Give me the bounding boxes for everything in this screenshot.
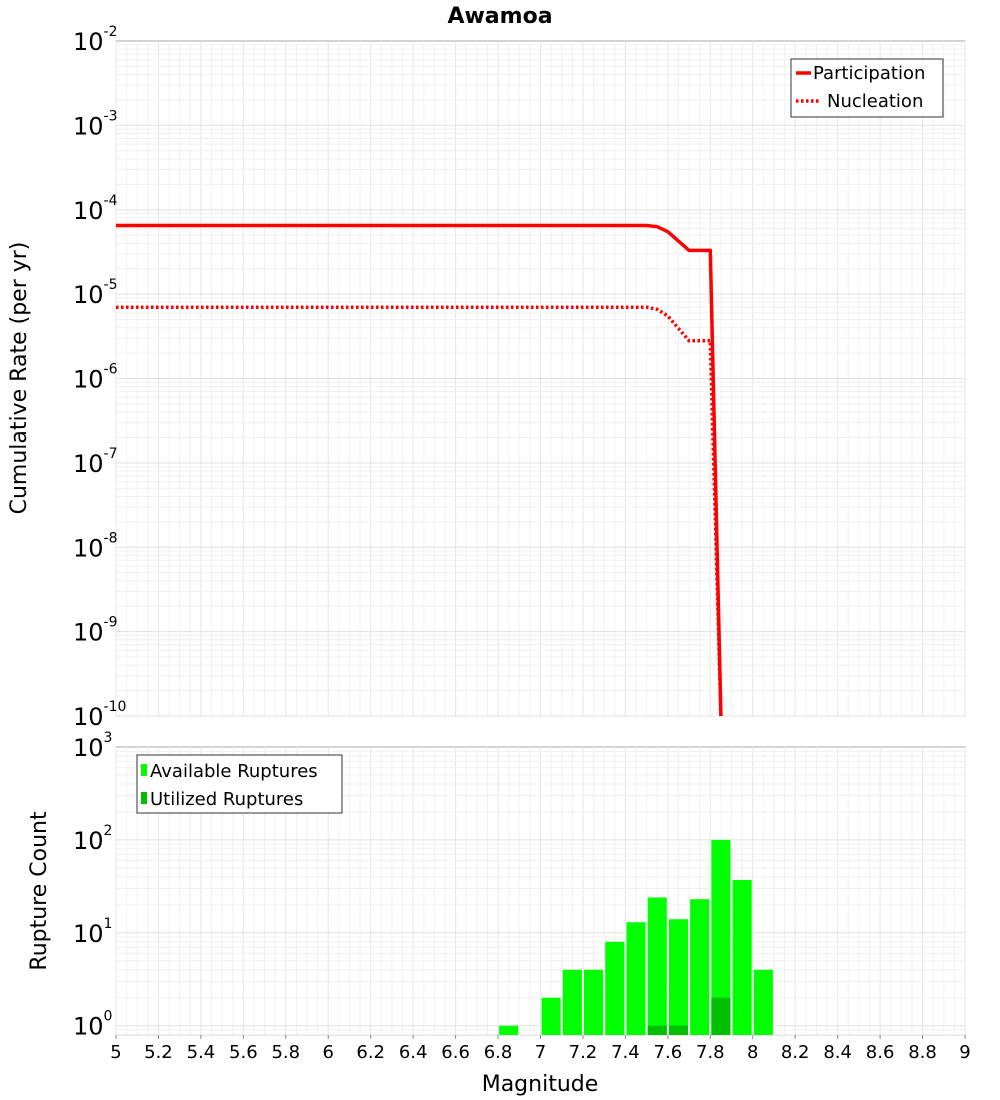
bar-available — [711, 839, 731, 1035]
bottom-legend-box — [136, 754, 343, 814]
legend-nucleation-label: Nucleation — [827, 91, 923, 112]
x-tick-label: 6.6 — [441, 1042, 470, 1063]
top-y-tick-label: 10-10 — [73, 699, 126, 731]
legend-utilized-swatch — [141, 792, 147, 804]
bar-utilized — [647, 1025, 667, 1035]
top-y-tick-label: 10-5 — [73, 277, 118, 309]
top-y-tick-label: 10-4 — [73, 193, 118, 225]
x-tick-label: 7.4 — [611, 1042, 640, 1063]
legend-available-swatch — [141, 764, 147, 776]
bottom-legend: Available Ruptures Utilized Ruptures — [136, 754, 343, 814]
bar-utilized — [668, 1025, 689, 1035]
x-tick-label: 6.8 — [484, 1042, 513, 1063]
top-y-tick-label: 10-3 — [73, 108, 118, 140]
x-tick-label: 9 — [959, 1042, 970, 1063]
x-tick-label: 7.2 — [569, 1042, 598, 1063]
bottom-y-tick-label: 102 — [73, 823, 112, 855]
x-tick-label: 5.4 — [187, 1042, 216, 1063]
bottom-x-ticks: 5 5.2 5.4 5.6 5.8 6 6.2 6.4 6.6 6.8 7 7.2 7.4 7.6 7.8 8… — [110, 1035, 971, 1063]
x-tick-label: 8.2 — [781, 1042, 810, 1063]
x-axis-label: Magnitude — [482, 1072, 599, 1097]
bar-available — [668, 919, 689, 1035]
series-line-participation — [116, 223, 723, 717]
top-y-tick-label: 10-7 — [73, 446, 118, 478]
top-y-tick-label: 10-2 — [73, 24, 118, 56]
series-line-nucleation — [116, 305, 723, 717]
top-panel: 10-10 10-9 10-8 10-7 10-6 10-5 10-4 10-3 10-2 Cu… — [7, 24, 966, 731]
top-y-axis-label: Cumulative Rate (per yr) — [7, 242, 32, 515]
bar-available — [605, 941, 625, 1035]
bottom-y-tick-label: 103 — [73, 730, 112, 762]
x-tick-label: 8.4 — [823, 1042, 852, 1063]
top-y-tick-label: 10-6 — [73, 362, 118, 394]
top-grid — [115, 41, 966, 717]
x-tick-label: 7.8 — [696, 1042, 725, 1063]
top-series — [116, 223, 723, 717]
x-tick-label: 8.8 — [908, 1042, 937, 1063]
bar-available — [626, 922, 646, 1035]
x-tick-label: 6 — [323, 1042, 334, 1063]
bar-available — [647, 897, 667, 1035]
bottom-y-axis-label: Rupture Count — [27, 811, 52, 971]
legend-utilized-label: Utilized Ruptures — [150, 789, 303, 810]
top-legend-box — [790, 58, 944, 118]
x-tick-label: 7.6 — [654, 1042, 683, 1063]
x-tick-label: 6.2 — [356, 1042, 385, 1063]
x-tick-label: 5.2 — [144, 1042, 173, 1063]
x-tick-label: 5 — [110, 1042, 121, 1063]
bar-available — [499, 1025, 519, 1035]
bottom-panel: 100 101 102 103 5 5.2 5.4 5.6 5.8 6 6.2 6.4 6.6 6.8 7… — [27, 730, 971, 1097]
bottom-y-tick-label: 100 — [73, 1009, 112, 1041]
bar-available — [584, 969, 604, 1035]
x-tick-label: 8 — [747, 1042, 758, 1063]
x-tick-label: 6.4 — [399, 1042, 428, 1063]
bar-available — [562, 969, 582, 1035]
bottom-y-tick-label: 101 — [73, 916, 112, 948]
bar-available — [732, 880, 752, 1035]
bar-available — [690, 899, 710, 1035]
bottom-bars — [499, 839, 773, 1035]
top-y-tick-label: 10-9 — [73, 615, 118, 647]
x-tick-label: 7 — [535, 1042, 546, 1063]
x-tick-label: 8.6 — [866, 1042, 895, 1063]
bar-utilized — [711, 997, 731, 1035]
x-tick-label: 5.6 — [229, 1042, 258, 1063]
bottom-y-ticks: 100 101 102 103 — [73, 730, 112, 1041]
x-tick-label: 5.8 — [271, 1042, 300, 1063]
chart-title: Awamoa — [447, 4, 552, 29]
top-legend: Participation Nucleation — [790, 58, 944, 118]
top-y-tick-label: 10-8 — [73, 530, 118, 562]
bar-available — [541, 997, 561, 1035]
bar-available — [753, 969, 773, 1035]
legend-available-label: Available Ruptures — [150, 761, 318, 782]
top-y-ticks: 10-10 10-9 10-8 10-7 10-6 10-5 10-4 10-3 10-2 — [73, 24, 126, 731]
legend-participation-label: Participation — [813, 63, 925, 84]
